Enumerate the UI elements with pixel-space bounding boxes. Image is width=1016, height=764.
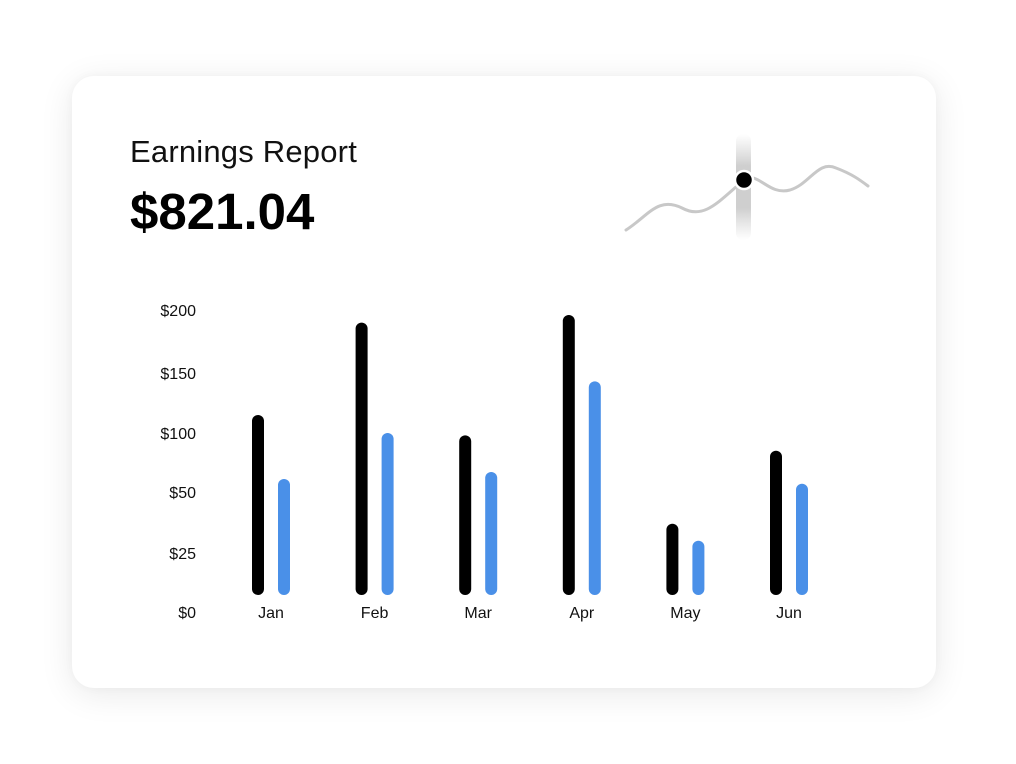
y-tick-label: $25 (169, 546, 196, 563)
bar-apr-series-2[interactable] (589, 381, 601, 595)
y-tick-label: $50 (169, 485, 196, 502)
bar-apr-series-1[interactable] (563, 315, 575, 595)
bar-mar-series-2[interactable] (485, 472, 497, 595)
bar-mar-series-1[interactable] (459, 435, 471, 595)
y-tick-label: $100 (160, 426, 196, 443)
x-axis: Jan Feb Mar Apr May Jun (258, 605, 802, 622)
y-tick-label: $0 (178, 605, 196, 622)
y-axis: $0 $25 $50 $100 $150 $200 (160, 303, 196, 622)
x-tick-label: Jun (776, 605, 802, 622)
x-tick-label: May (670, 605, 700, 622)
x-tick-label: Jan (258, 605, 284, 622)
bar-jan-series-2[interactable] (278, 479, 290, 595)
bar-jun-series-1[interactable] (770, 451, 782, 595)
x-tick-label: Mar (464, 605, 492, 622)
bar-jan-series-1[interactable] (252, 415, 264, 595)
bar-jun-series-2[interactable] (796, 484, 808, 595)
bars (252, 315, 808, 595)
x-tick-label: Apr (569, 605, 595, 622)
x-tick-label: Feb (361, 605, 389, 622)
bar-may-series-1[interactable] (666, 524, 678, 595)
bar-may-series-2[interactable] (692, 541, 704, 595)
y-tick-label: $200 (160, 303, 196, 320)
bar-feb-series-1[interactable] (356, 323, 368, 595)
y-tick-label: $150 (160, 366, 196, 383)
bar-feb-series-2[interactable] (382, 433, 394, 595)
